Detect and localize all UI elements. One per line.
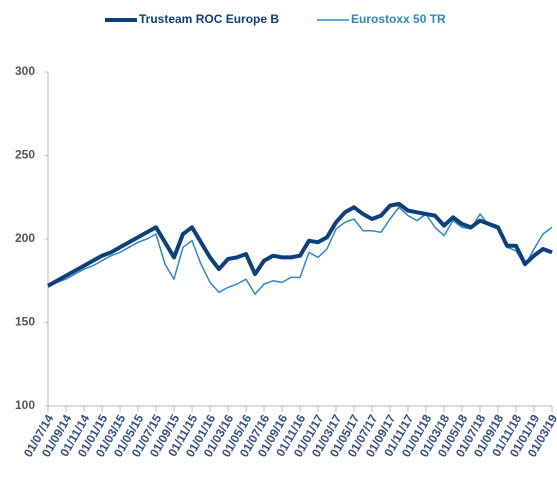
- y-tick-label: 200: [15, 231, 35, 245]
- legend-label: Eurostoxx 50 TR: [351, 12, 446, 26]
- series-line: [47, 201, 553, 288]
- y-tick-label: 150: [15, 315, 35, 329]
- y-tick-label: 250: [15, 148, 35, 162]
- series-line: [47, 206, 553, 295]
- y-tick-label: 300: [15, 64, 35, 78]
- legend-label: Trusteam ROC Europe B: [139, 12, 279, 26]
- y-tick-label: 100: [15, 398, 35, 412]
